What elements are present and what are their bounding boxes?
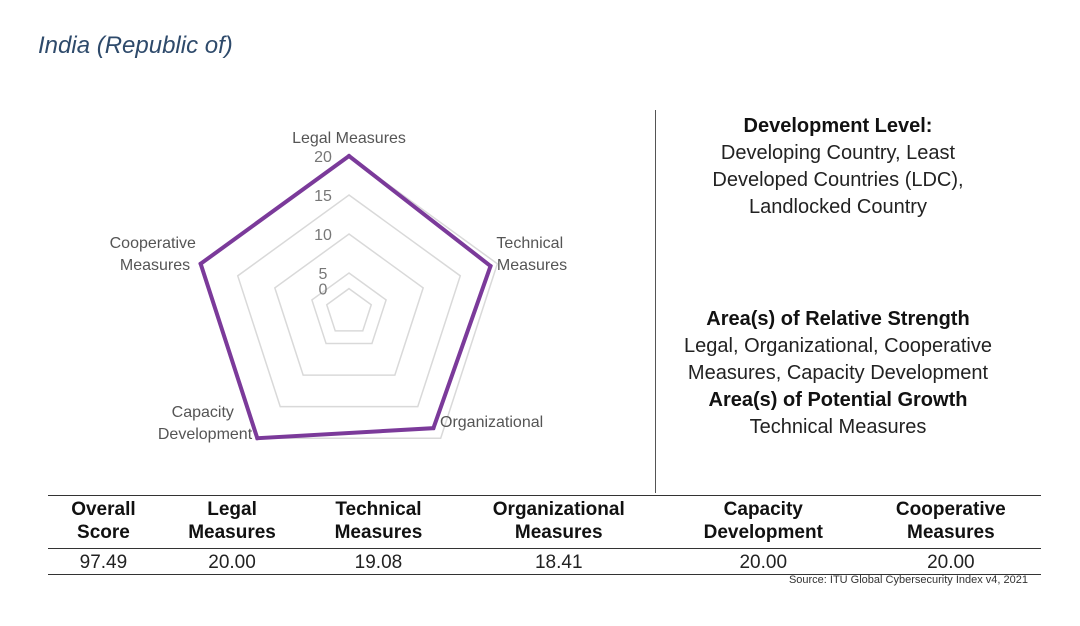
series-point-4 — [198, 261, 203, 266]
development-level-heading: Development Level: — [743, 115, 933, 137]
axis-label-capacity-line2: Development — [158, 426, 253, 443]
axis-label-cooperative-line1: Cooperative — [110, 235, 196, 252]
radar-ticks: 05 10 15 20 — [314, 149, 332, 299]
series-point-1 — [488, 264, 493, 269]
value-cooperative-measures: 20.00 — [860, 548, 1041, 575]
development-level-line: Developed Countries (LDC), — [712, 169, 964, 191]
strength-line: Measures, Capacity Development — [687, 362, 989, 384]
tick-label-5: 5 — [319, 266, 328, 283]
source-note: Source: ITU Global Cybersecurity Index v… — [788, 574, 1028, 586]
development-level-block: Development Level: Developing Country, L… — [660, 113, 1016, 221]
grid-ring-10 — [273, 233, 425, 376]
axis-label-technical: Technical Measures — [496, 235, 567, 274]
radar-series — [198, 153, 493, 441]
header-organizational-measures: Organizational Measures — [451, 495, 666, 549]
grid-ring-15 — [236, 194, 462, 408]
strength-line: Legal, Organizational, Cooperative — [684, 335, 992, 357]
radar-axis-labels: Legal Measures Technical Measures Organi… — [110, 130, 567, 443]
axis-label-technical-line1: Technical — [496, 235, 563, 252]
axis-label-organizational: Organizational — [440, 414, 543, 431]
axis-label-technical-line2: Measures — [497, 257, 567, 274]
value-technical-measures: 19.08 — [305, 548, 452, 575]
series-polygon — [198, 153, 493, 441]
vertical-divider — [655, 110, 656, 493]
axis-label-capacity-line1: Capacity — [172, 404, 234, 421]
value-organizational-measures: 18.41 — [451, 548, 666, 575]
tick-label-15: 15 — [314, 188, 332, 205]
series-point-3 — [255, 436, 260, 441]
header-capacity-development: Capacity Development — [665, 495, 861, 549]
series-point-0 — [347, 154, 351, 158]
strength-growth-block: Area(s) of Relative Strength Legal, Orga… — [660, 306, 1016, 441]
header-technical-measures: Technical Measures — [305, 495, 452, 549]
development-level-line: Developing Country, Least — [720, 142, 956, 164]
axis-label-cooperative-line2: Measures — [120, 257, 190, 274]
tick-label-0: 0 — [319, 282, 328, 299]
header-legal-measures: Legal Measures — [158, 495, 306, 549]
scores-header-row: Overall Score Legal Measures Technical Meas… — [48, 495, 1041, 549]
tick-label-10: 10 — [314, 227, 332, 244]
header-overall-score: Overall Score — [48, 495, 159, 549]
growth-heading: Area(s) of Potential Growth — [708, 389, 968, 411]
growth-line: Technical Measures — [749, 416, 927, 438]
value-capacity-development: 20.00 — [665, 548, 861, 575]
scores-table: Overall Score Legal Measures Technical Meas… — [48, 495, 1041, 575]
grid-ring-5 — [311, 272, 387, 345]
value-legal-measures: 20.00 — [158, 548, 306, 575]
grid-ring-0 — [325, 287, 373, 332]
tick-label-20: 20 — [314, 149, 332, 166]
axis-label-capacity: Capacity Development — [158, 404, 253, 443]
radar-chart: 05 10 15 20 Legal Measures Technical Measur… — [110, 130, 567, 443]
scores-value-row: 97.49 20.00 19.08 18.41 20.00 20.00 — [48, 548, 1041, 575]
value-overall-score: 97.49 — [48, 548, 159, 575]
development-level-line: Landlocked Country — [749, 196, 927, 218]
axis-label-cooperative: Cooperative Measures — [110, 235, 201, 274]
page-title: India (Republic of) — [38, 32, 233, 59]
axis-label-legal: Legal Measures — [292, 130, 406, 147]
header-cooperative-measures: Cooperative Measures — [860, 495, 1041, 549]
series-point-2 — [431, 426, 436, 431]
strength-heading: Area(s) of Relative Strength — [706, 308, 970, 330]
